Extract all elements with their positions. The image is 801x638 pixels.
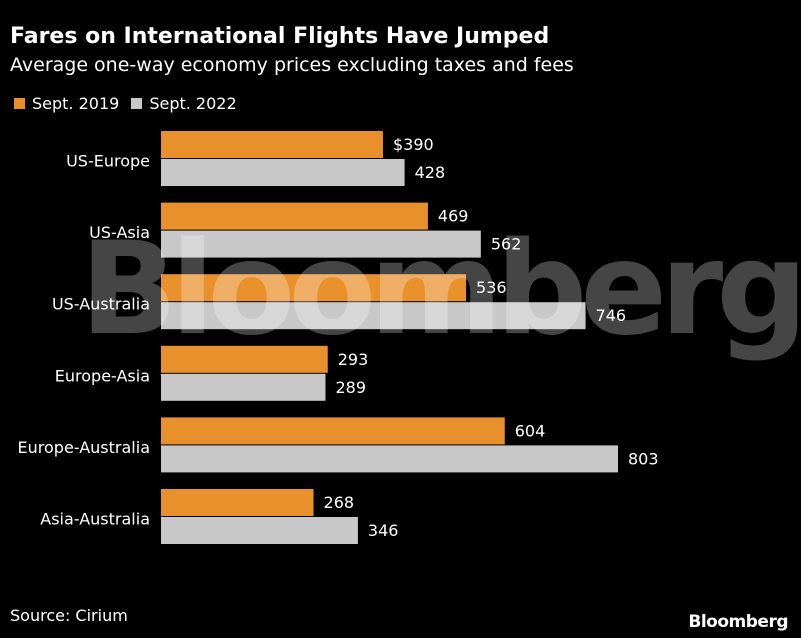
legend-item-sept-2022: Sept. 2022: [131, 94, 237, 113]
category-label-europe-australia: Europe-Australia: [18, 438, 150, 457]
legend-label-sept-2019: Sept. 2019: [32, 94, 120, 113]
bloomberg-logo: Bloomberg: [688, 612, 788, 632]
data-label-sept-2019-europe-asia: 293: [338, 350, 369, 369]
category-label-us-europe: US-Europe: [66, 152, 150, 171]
category-label-us-asia: US-Asia: [89, 223, 150, 242]
bar-sept-2022-europe-asia: [161, 373, 326, 401]
legend-swatch-sept-2022: [131, 98, 143, 109]
source-note: Source: Cirium: [10, 606, 128, 625]
data-label-sept-2019-asia-australia: 268: [324, 493, 355, 512]
data-label-sept-2022-europe-australia: 803: [628, 449, 659, 468]
bar-sept-2019-us-australia: [161, 274, 467, 302]
bar-sept-2022-europe-australia: [161, 445, 618, 473]
data-label-sept-2022-us-europe: 428: [415, 163, 446, 182]
category-label-europe-asia: Europe-Asia: [55, 366, 150, 385]
bar-sept-2022-us-europe: [161, 159, 405, 186]
category-label-us-australia: US-Australia: [52, 295, 150, 314]
legend-item-sept-2019: Sept. 2019: [14, 94, 119, 113]
bar-sept-2022-us-asia: [161, 230, 481, 258]
data-label-sept-2019-us-europe: $390: [393, 135, 434, 154]
data-label-sept-2022-us-australia: 746: [596, 306, 627, 325]
bar-sept-2019-europe-asia: [161, 345, 328, 373]
bar-sept-2022-us-australia: [161, 302, 586, 330]
legend-swatch-sept-2019: [14, 98, 25, 109]
data-label-sept-2022-us-asia: 562: [491, 235, 522, 254]
legend-label-sept-2022: Sept. 2022: [149, 94, 237, 113]
data-label-sept-2022-europe-asia: 289: [335, 378, 366, 397]
bar-sept-2019-us-asia: [161, 202, 428, 230]
data-label-sept-2022-asia-australia: 346: [368, 521, 399, 540]
bar-sept-2019-asia-australia: [161, 489, 314, 516]
category-label-asia-australia: Asia-Australia: [40, 510, 150, 529]
bar-sept-2019-europe-australia: [161, 417, 505, 445]
bar-sept-2019-us-europe: [161, 131, 383, 158]
chart-legend: Sept. 2019 Sept. 2022: [14, 94, 249, 113]
bar-sept-2022-asia-australia: [161, 517, 358, 544]
data-label-sept-2019-us-australia: 536: [476, 278, 507, 297]
chart-subtitle: Average one-way economy prices excluding…: [10, 54, 574, 76]
data-label-sept-2019-us-asia: 469: [438, 207, 469, 226]
data-label-sept-2019-europe-australia: 604: [515, 421, 546, 440]
chart-title: Fares on International Flights Have Jump…: [10, 24, 550, 49]
